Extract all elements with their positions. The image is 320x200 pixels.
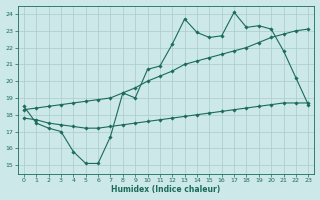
X-axis label: Humidex (Indice chaleur): Humidex (Indice chaleur) [111,185,221,194]
